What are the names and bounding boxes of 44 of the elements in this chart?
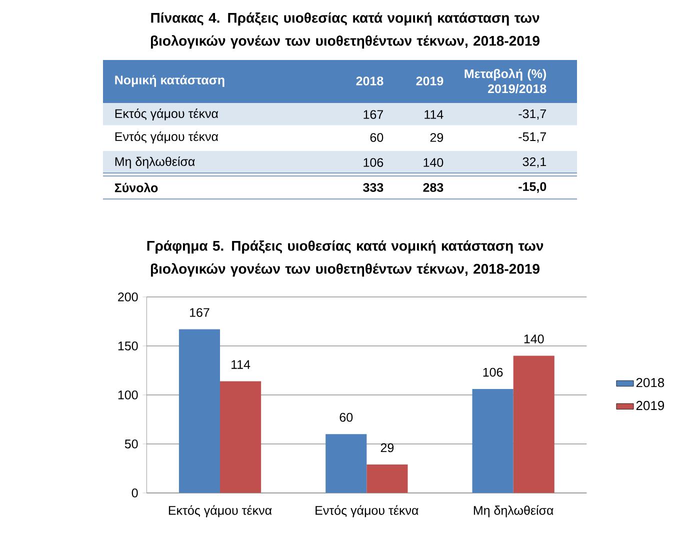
bar <box>178 329 220 493</box>
category-label: Εκτός γάμου τέκνα <box>115 108 218 120</box>
data-label: 29 <box>380 443 394 452</box>
data-label: -31,7 <box>518 109 546 120</box>
y-tick-label: 150 <box>118 342 138 350</box>
bar <box>472 389 514 493</box>
x-tick-label: Εκτός γάμου τέκνα <box>168 505 272 518</box>
data-label: -15,0 <box>518 182 546 193</box>
x-tick-label: Μη δηλωθείσα <box>474 505 554 518</box>
series-label: 2018 <box>356 76 384 86</box>
data-label: 114 <box>232 360 250 369</box>
data-label: 60 <box>370 133 384 142</box>
chart-title: Γράφημα 5. Πράξεις υιοθεσίας κατά νομική κατάσταση των βιολογικών γονέων των υιοθετηθέντων τέκνων, 2018-2019 <box>147 240 544 277</box>
data-label: 167 <box>190 308 210 317</box>
y-tick-label: 200 <box>118 292 138 302</box>
text: 2019 <box>416 76 444 86</box>
bar <box>220 381 262 493</box>
data-label: 167 <box>364 110 383 119</box>
data-label: 333 <box>363 183 384 192</box>
legend-label: 2018 <box>636 378 664 388</box>
x-tick-label: Εντός γάμου τέκνα <box>316 505 418 518</box>
data-label: 60 <box>340 412 353 422</box>
data-label: -51,7 <box>518 132 546 143</box>
data-label: 32,1 <box>522 157 546 168</box>
category-label: Εντός γάμου τέκνα <box>115 132 218 144</box>
y-tick-label: 100 <box>118 390 138 400</box>
bar <box>326 434 367 493</box>
data-label: 140 <box>424 158 444 167</box>
y-tick-label: 50 <box>124 440 138 448</box>
data-label: 114 <box>424 110 444 119</box>
data-label: 140 <box>524 334 544 344</box>
text: Πίνακας 4. Πράξεις υιοθεσίας κατά νομική κατάσταση των βιολογικών γονέων των υιοθετηθέντων τέκνων, 2018-2019 <box>150 12 540 49</box>
y-tick-label: 0 <box>132 488 138 498</box>
data-label: 29 <box>430 133 444 142</box>
text: Μεταβολή (%) 2019/2018 <box>464 68 546 94</box>
data-label: 106 <box>364 158 384 167</box>
category-label: Σύνολο <box>114 182 158 192</box>
bar <box>513 356 554 493</box>
legend-label: 2019 <box>636 400 664 410</box>
data-label: 106 <box>483 368 503 377</box>
category-label: Μη δηλωθείσα <box>115 156 195 168</box>
data-label: 283 <box>423 183 444 192</box>
text: Νομική κατάσταση <box>115 75 224 87</box>
bar <box>366 464 408 493</box>
